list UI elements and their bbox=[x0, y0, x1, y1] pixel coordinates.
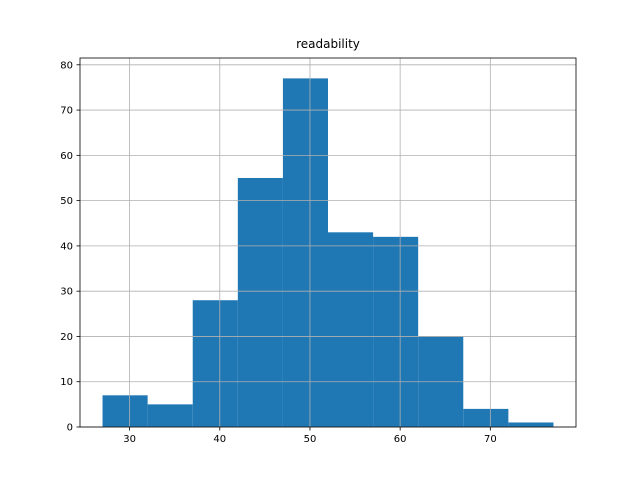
histogram-bar bbox=[237, 177, 283, 427]
histogram-bar bbox=[328, 232, 374, 427]
ticks-group: 30 40 50 60 70 0 10 20 30 40 50 60 70 80 bbox=[60, 60, 496, 445]
y-tick-label: 40 bbox=[60, 241, 73, 252]
chart-title: readability bbox=[296, 37, 360, 51]
x-tick-label: 40 bbox=[213, 434, 226, 445]
y-tick-label: 70 bbox=[60, 106, 73, 117]
plot-area-frame bbox=[79, 57, 577, 428]
histogram-bar bbox=[373, 236, 419, 427]
bars-group bbox=[102, 78, 554, 427]
histogram-bar bbox=[282, 78, 328, 427]
histogram-bar bbox=[147, 404, 193, 427]
y-tick-label: 30 bbox=[60, 287, 73, 298]
y-tick-label: 50 bbox=[60, 196, 73, 207]
histogram-bar bbox=[102, 395, 148, 427]
y-tick-label: 60 bbox=[60, 151, 73, 162]
y-tick-label: 20 bbox=[60, 332, 73, 343]
y-tick-label: 0 bbox=[67, 423, 73, 434]
histogram-bar bbox=[508, 422, 554, 427]
x-tick-label: 50 bbox=[304, 434, 317, 445]
x-tick-label: 70 bbox=[484, 434, 497, 445]
y-tick-label: 80 bbox=[60, 60, 73, 71]
histogram-bar bbox=[192, 300, 238, 427]
histogram-bar bbox=[463, 408, 509, 427]
y-tick-label: 10 bbox=[60, 377, 73, 388]
x-tick-label: 60 bbox=[394, 434, 407, 445]
x-tick-label: 30 bbox=[123, 434, 136, 445]
